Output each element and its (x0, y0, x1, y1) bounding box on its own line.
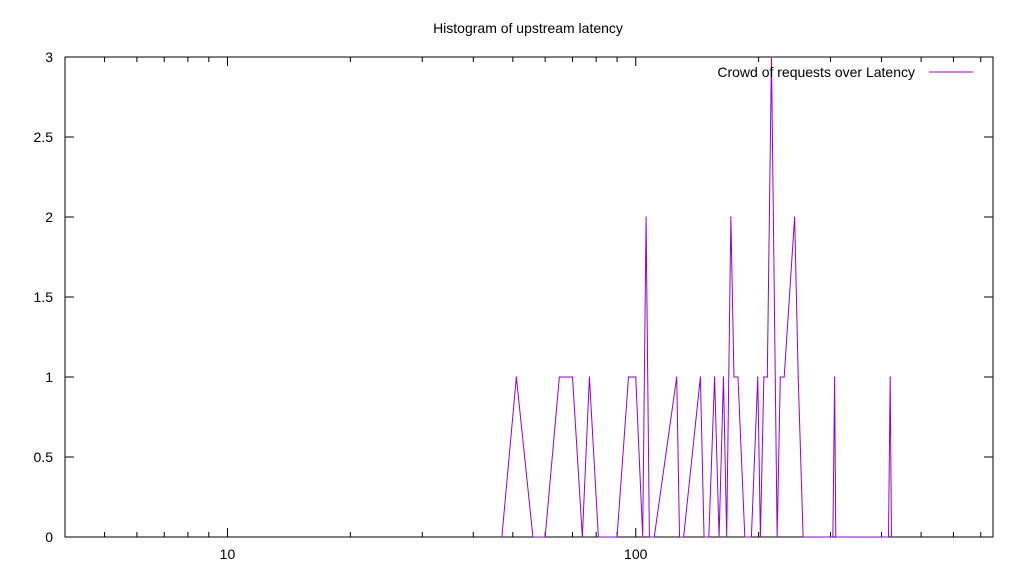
data-point (811, 536, 812, 537)
y-tick-label: 3 (45, 49, 53, 65)
data-point (777, 536, 778, 537)
data-point (616, 536, 617, 537)
data-point (780, 376, 781, 377)
data-point (559, 376, 560, 377)
data-point (589, 376, 590, 377)
data-point (744, 536, 745, 537)
data-point (891, 536, 892, 537)
y-tick-label: 0.5 (34, 449, 54, 465)
data-point (888, 536, 889, 537)
data-point (771, 56, 772, 57)
data-point (532, 536, 533, 537)
data-point (700, 376, 701, 377)
data-point (628, 376, 629, 377)
y-tick-label: 2 (45, 209, 53, 225)
legend-label: Crowd of requests over Latency (717, 64, 915, 80)
data-point (679, 536, 680, 537)
x-tick-label: 10 (220, 546, 236, 562)
plot-frame (65, 57, 993, 537)
y-axis: 0 0.5 1 1.5 2 2.5 3 (34, 49, 993, 545)
series-line (502, 57, 892, 537)
data-point (649, 536, 650, 537)
y-tick-label: 1.5 (34, 289, 54, 305)
data-point (890, 376, 891, 377)
data-point (784, 376, 785, 377)
data-point (708, 536, 709, 537)
y-tick-label: 0 (45, 529, 53, 545)
data-point (798, 376, 799, 377)
y-tick-label: 1 (45, 369, 53, 385)
data-point (635, 376, 636, 377)
data-point (501, 536, 502, 537)
x-axis: 10 100 (65, 57, 981, 562)
data-point (645, 216, 646, 217)
data-point (723, 376, 724, 377)
chart-title: Histogram of upstream latency (433, 20, 623, 36)
data-point (654, 536, 655, 537)
data-point (676, 376, 677, 377)
data-point (751, 536, 752, 537)
data-point (572, 376, 573, 377)
data-point (835, 536, 836, 537)
data-point (683, 536, 684, 537)
data-point (516, 376, 517, 377)
data-point (763, 376, 764, 377)
data-point (642, 536, 643, 537)
data-point (714, 376, 715, 377)
series-layer (501, 56, 892, 537)
data-point (718, 536, 719, 537)
x-tick-label: 100 (624, 546, 648, 562)
data-point (730, 216, 731, 217)
legend: Crowd of requests over Latency (717, 64, 973, 80)
data-point (726, 536, 727, 537)
data-point (760, 536, 761, 537)
data-point (803, 536, 804, 537)
data-point (834, 376, 835, 377)
data-point (545, 536, 546, 537)
data-point (598, 536, 599, 537)
data-point (582, 536, 583, 537)
data-point (733, 376, 734, 377)
data-point (832, 536, 833, 537)
data-point (757, 376, 758, 377)
data-point (794, 216, 795, 217)
data-point (703, 536, 704, 537)
y-tick-label: 2.5 (34, 129, 54, 145)
data-point (767, 376, 768, 377)
data-point (737, 376, 738, 377)
